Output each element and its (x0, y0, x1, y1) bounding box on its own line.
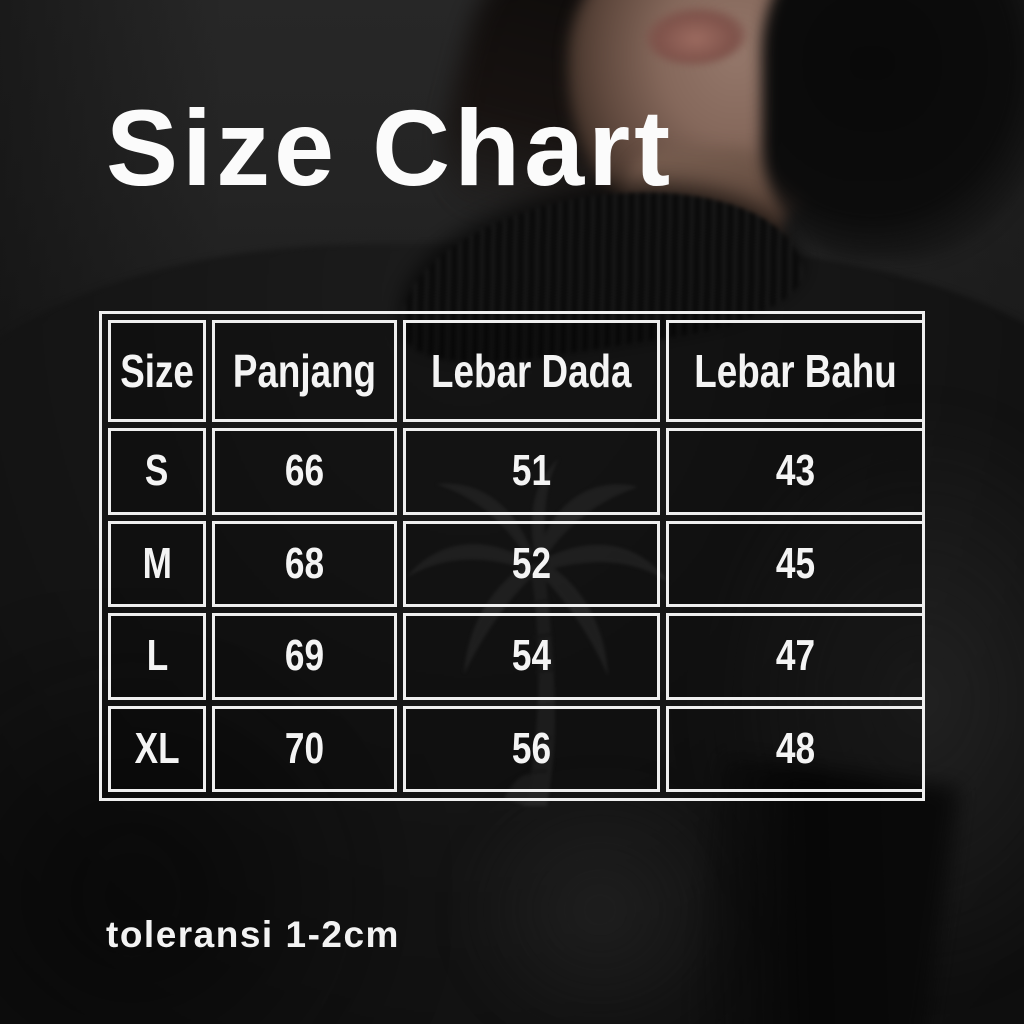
cell-value: 69 (284, 631, 325, 681)
cell-value: L (146, 631, 168, 681)
cell-value: 70 (284, 723, 325, 773)
cell-value: 56 (511, 723, 551, 773)
model-hair (762, 0, 1024, 260)
table-cell-size-l: L (108, 613, 207, 700)
cell-value: 68 (284, 538, 325, 588)
column-header-lebar-bahu: Lebar Bahu (665, 320, 925, 422)
cell-value: M (142, 538, 172, 588)
table-cell-size-xl: XL (108, 705, 207, 792)
cell-value: 54 (511, 631, 551, 681)
table-cell-l-panjang: 69 (212, 613, 397, 700)
cell-value: 45 (775, 538, 815, 588)
cell-value: 52 (511, 538, 551, 588)
column-header-lebar-bahu-label: Lebar Bahu (693, 345, 897, 397)
table-cell-xl-lebar-dada: 56 (402, 705, 660, 792)
cell-value: 66 (284, 446, 325, 496)
column-header-panjang: Panjang (212, 320, 397, 422)
table-cell-l-lebar-bahu: 47 (665, 613, 925, 700)
table-cell-size-s: S (108, 428, 207, 515)
cell-value: 47 (775, 631, 815, 681)
table-cell-l-lebar-dada: 54 (402, 613, 660, 700)
cell-value: 48 (775, 723, 815, 773)
column-header-lebar-dada-label: Lebar Dada (431, 345, 632, 397)
table-cell-s-lebar-bahu: 43 (665, 428, 925, 515)
size-chart-table: Size Panjang Lebar Dada Lebar Bahu S 66 … (99, 311, 925, 801)
cell-value: XL (134, 723, 180, 773)
column-header-size-label: Size (120, 345, 194, 397)
cell-value: 43 (775, 446, 815, 496)
column-header-lebar-dada: Lebar Dada (402, 320, 660, 422)
tolerance-note: toleransi 1-2cm (106, 914, 400, 955)
sweater-fold-highlight (460, 780, 740, 1024)
model-lips (644, 5, 748, 67)
column-header-size: Size (108, 320, 207, 422)
table-cell-s-lebar-dada: 51 (402, 428, 660, 515)
cell-value: S (145, 446, 169, 496)
page-title: Size Chart (106, 87, 675, 208)
table-cell-xl-panjang: 70 (212, 705, 397, 792)
table-cell-m-lebar-dada: 52 (402, 520, 660, 607)
cell-value: 51 (511, 446, 551, 496)
table-cell-xl-lebar-bahu: 48 (665, 705, 925, 792)
column-header-panjang-label: Panjang (232, 345, 377, 397)
table-cell-m-lebar-bahu: 45 (665, 520, 925, 607)
table-cell-s-panjang: 66 (212, 428, 397, 515)
table-cell-size-m: M (108, 520, 207, 607)
table-cell-m-panjang: 68 (212, 520, 397, 607)
